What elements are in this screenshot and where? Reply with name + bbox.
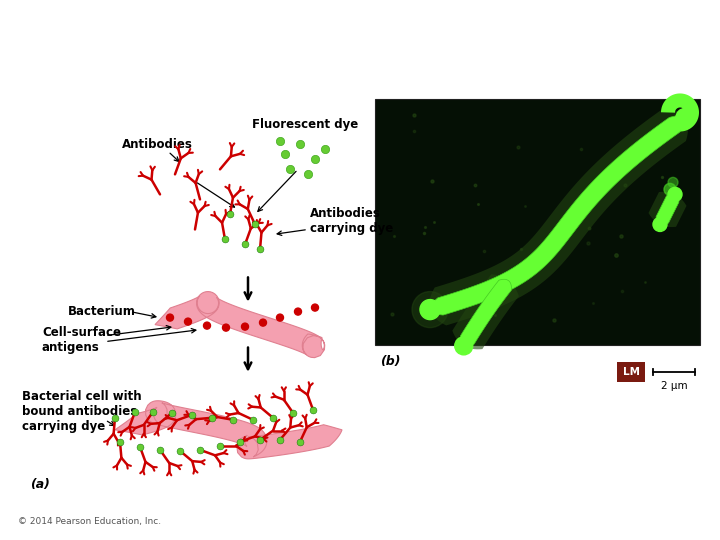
- Circle shape: [455, 337, 473, 355]
- Polygon shape: [661, 93, 699, 132]
- Text: Antibodies
carrying dye: Antibodies carrying dye: [310, 207, 393, 235]
- Text: (a): (a): [30, 478, 50, 491]
- Polygon shape: [429, 109, 688, 326]
- Circle shape: [312, 304, 318, 311]
- Text: © 2014 Pearson Education, Inc.: © 2014 Pearson Education, Inc.: [18, 517, 161, 526]
- Circle shape: [294, 308, 302, 315]
- Text: Figure 4.10  Immunofluorescence.: Figure 4.10 Immunofluorescence.: [9, 14, 236, 27]
- Circle shape: [668, 177, 678, 187]
- Polygon shape: [115, 401, 342, 459]
- Circle shape: [204, 322, 210, 329]
- Circle shape: [184, 318, 192, 325]
- Text: LM: LM: [623, 367, 639, 377]
- Text: 2 μm: 2 μm: [661, 381, 688, 391]
- Text: Cell-surface
antigens: Cell-surface antigens: [42, 326, 121, 354]
- FancyBboxPatch shape: [617, 362, 645, 382]
- Circle shape: [664, 184, 676, 195]
- Circle shape: [412, 292, 448, 328]
- Circle shape: [653, 218, 667, 232]
- Circle shape: [276, 314, 284, 321]
- Polygon shape: [656, 194, 679, 225]
- Bar: [375, 99, 700, 345]
- Circle shape: [259, 319, 266, 326]
- Text: (b): (b): [380, 355, 400, 368]
- Circle shape: [241, 323, 248, 330]
- Text: Fluorescent dye: Fluorescent dye: [252, 118, 358, 131]
- Polygon shape: [452, 274, 519, 349]
- Circle shape: [668, 187, 682, 201]
- Circle shape: [166, 314, 174, 321]
- Circle shape: [222, 324, 230, 331]
- Polygon shape: [649, 192, 686, 227]
- Text: Bacterial cell with
bound antibodies
carrying dye: Bacterial cell with bound antibodies car…: [22, 390, 142, 433]
- Text: Bacterium: Bacterium: [68, 305, 136, 318]
- Circle shape: [676, 109, 694, 126]
- Polygon shape: [461, 279, 511, 347]
- Text: Antibodies: Antibodies: [122, 138, 192, 151]
- Circle shape: [420, 300, 440, 320]
- Polygon shape: [430, 116, 685, 315]
- Polygon shape: [155, 292, 325, 357]
